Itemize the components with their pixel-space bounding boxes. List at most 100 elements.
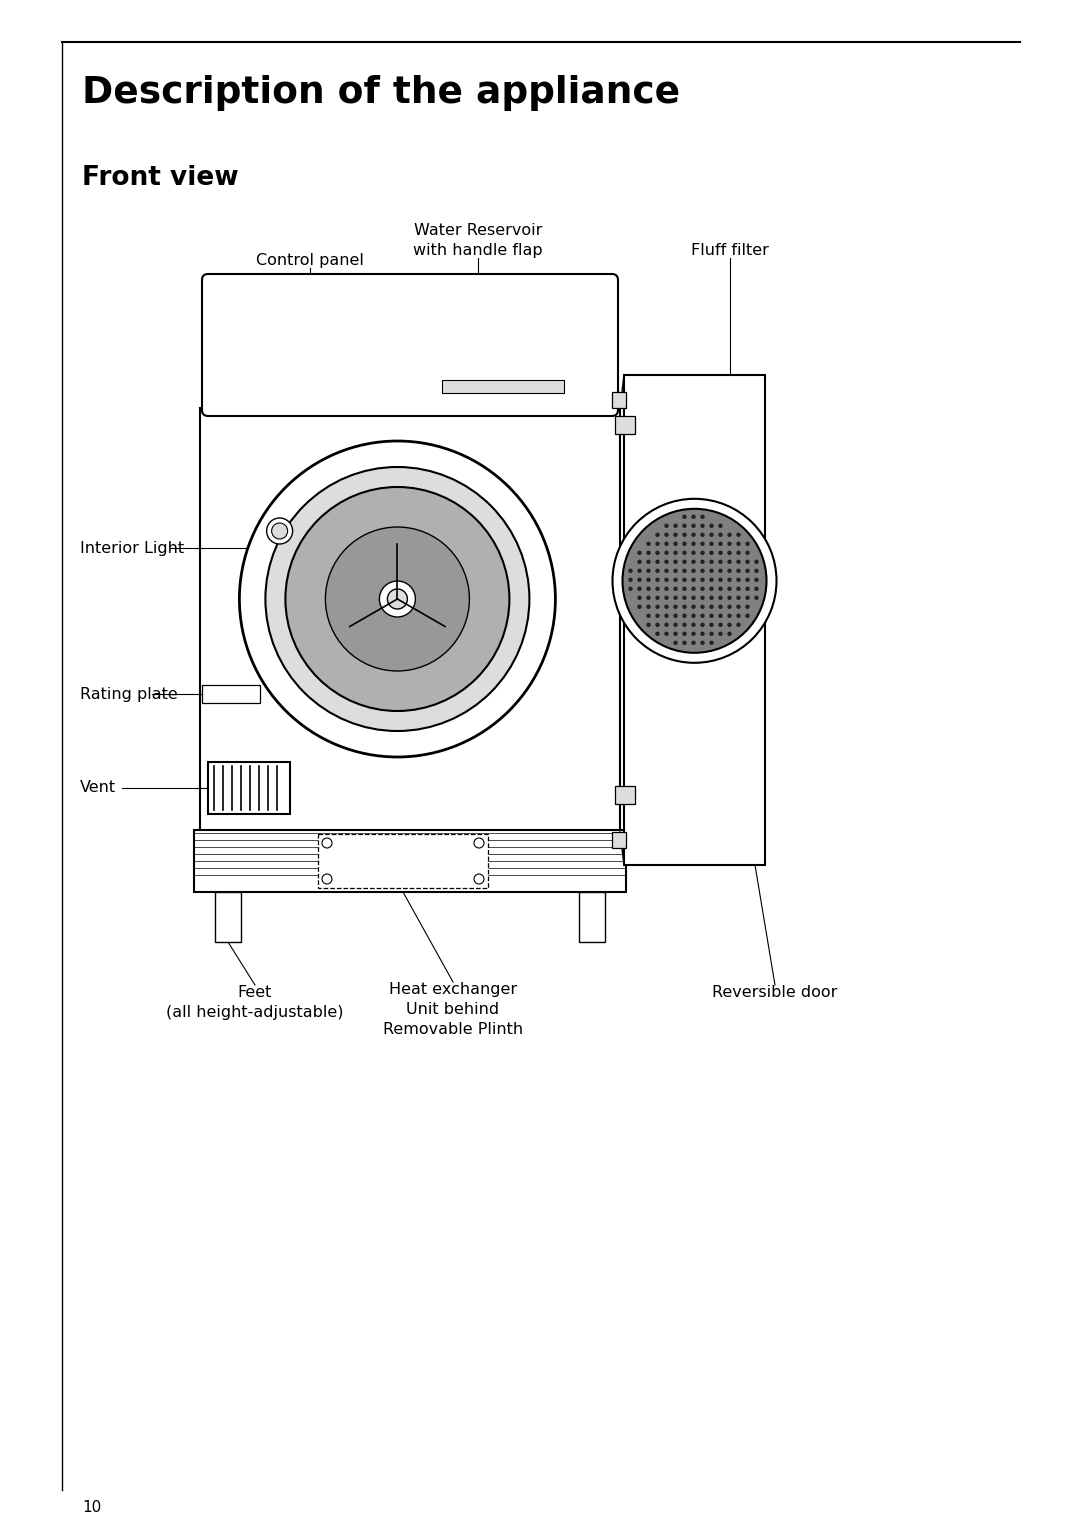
Circle shape xyxy=(745,604,750,609)
Circle shape xyxy=(718,560,723,564)
Bar xyxy=(624,375,765,865)
Circle shape xyxy=(737,532,741,537)
Bar xyxy=(612,832,626,849)
Circle shape xyxy=(745,578,750,583)
Circle shape xyxy=(754,569,759,573)
Circle shape xyxy=(646,569,650,573)
Circle shape xyxy=(637,560,642,564)
Circle shape xyxy=(727,550,732,555)
Circle shape xyxy=(710,613,714,618)
Circle shape xyxy=(629,569,633,573)
Circle shape xyxy=(656,631,660,636)
Circle shape xyxy=(700,541,705,546)
Circle shape xyxy=(673,541,678,546)
Circle shape xyxy=(673,622,678,627)
Circle shape xyxy=(646,560,650,564)
Circle shape xyxy=(646,587,650,592)
Circle shape xyxy=(700,578,705,583)
Circle shape xyxy=(754,560,759,564)
Circle shape xyxy=(664,523,669,528)
Circle shape xyxy=(673,523,678,528)
Circle shape xyxy=(710,541,714,546)
Circle shape xyxy=(700,532,705,537)
Circle shape xyxy=(673,587,678,592)
Circle shape xyxy=(266,466,529,731)
Bar xyxy=(579,891,605,942)
Circle shape xyxy=(325,528,470,671)
Circle shape xyxy=(664,631,669,636)
Circle shape xyxy=(737,613,741,618)
Circle shape xyxy=(745,587,750,592)
Circle shape xyxy=(691,596,696,599)
Circle shape xyxy=(673,569,678,573)
Circle shape xyxy=(727,587,732,592)
Circle shape xyxy=(267,518,293,544)
Circle shape xyxy=(664,613,669,618)
Circle shape xyxy=(700,515,705,518)
Circle shape xyxy=(691,604,696,609)
Circle shape xyxy=(727,604,732,609)
Text: Heat exchanger
Unit behind
Removable Plinth: Heat exchanger Unit behind Removable Pli… xyxy=(383,982,523,1037)
Circle shape xyxy=(673,604,678,609)
Circle shape xyxy=(656,541,660,546)
Circle shape xyxy=(710,596,714,599)
Circle shape xyxy=(737,587,741,592)
Circle shape xyxy=(718,541,723,546)
Circle shape xyxy=(683,550,687,555)
Circle shape xyxy=(745,550,750,555)
Circle shape xyxy=(322,838,332,849)
Circle shape xyxy=(710,604,714,609)
Circle shape xyxy=(718,587,723,592)
Circle shape xyxy=(745,569,750,573)
Circle shape xyxy=(683,523,687,528)
Circle shape xyxy=(710,523,714,528)
Circle shape xyxy=(727,631,732,636)
Text: Fluff filter: Fluff filter xyxy=(691,243,769,258)
Circle shape xyxy=(646,622,650,627)
Circle shape xyxy=(664,622,669,627)
Circle shape xyxy=(683,596,687,599)
Circle shape xyxy=(629,587,633,592)
Bar xyxy=(215,891,241,942)
Circle shape xyxy=(727,613,732,618)
Text: 10: 10 xyxy=(82,1500,102,1515)
Circle shape xyxy=(727,560,732,564)
Circle shape xyxy=(683,587,687,592)
Circle shape xyxy=(710,569,714,573)
Bar xyxy=(202,685,260,703)
Circle shape xyxy=(683,515,687,518)
Circle shape xyxy=(700,622,705,627)
Circle shape xyxy=(691,532,696,537)
Circle shape xyxy=(664,604,669,609)
Circle shape xyxy=(727,596,732,599)
Circle shape xyxy=(388,589,407,609)
Circle shape xyxy=(718,532,723,537)
Circle shape xyxy=(646,596,650,599)
Circle shape xyxy=(737,541,741,546)
Circle shape xyxy=(718,550,723,555)
Circle shape xyxy=(379,581,416,618)
Circle shape xyxy=(683,569,687,573)
Text: Reversible door: Reversible door xyxy=(713,985,838,1000)
Circle shape xyxy=(664,578,669,583)
Circle shape xyxy=(664,541,669,546)
Circle shape xyxy=(637,604,642,609)
Circle shape xyxy=(754,587,759,592)
Circle shape xyxy=(700,613,705,618)
Circle shape xyxy=(683,532,687,537)
Circle shape xyxy=(737,569,741,573)
Circle shape xyxy=(656,560,660,564)
Circle shape xyxy=(754,578,759,583)
Circle shape xyxy=(710,631,714,636)
Circle shape xyxy=(656,604,660,609)
Circle shape xyxy=(673,532,678,537)
Circle shape xyxy=(656,569,660,573)
Circle shape xyxy=(745,541,750,546)
Circle shape xyxy=(691,560,696,564)
Circle shape xyxy=(718,569,723,573)
Circle shape xyxy=(710,550,714,555)
Circle shape xyxy=(745,560,750,564)
Circle shape xyxy=(646,550,650,555)
Circle shape xyxy=(691,631,696,636)
Circle shape xyxy=(474,838,484,849)
